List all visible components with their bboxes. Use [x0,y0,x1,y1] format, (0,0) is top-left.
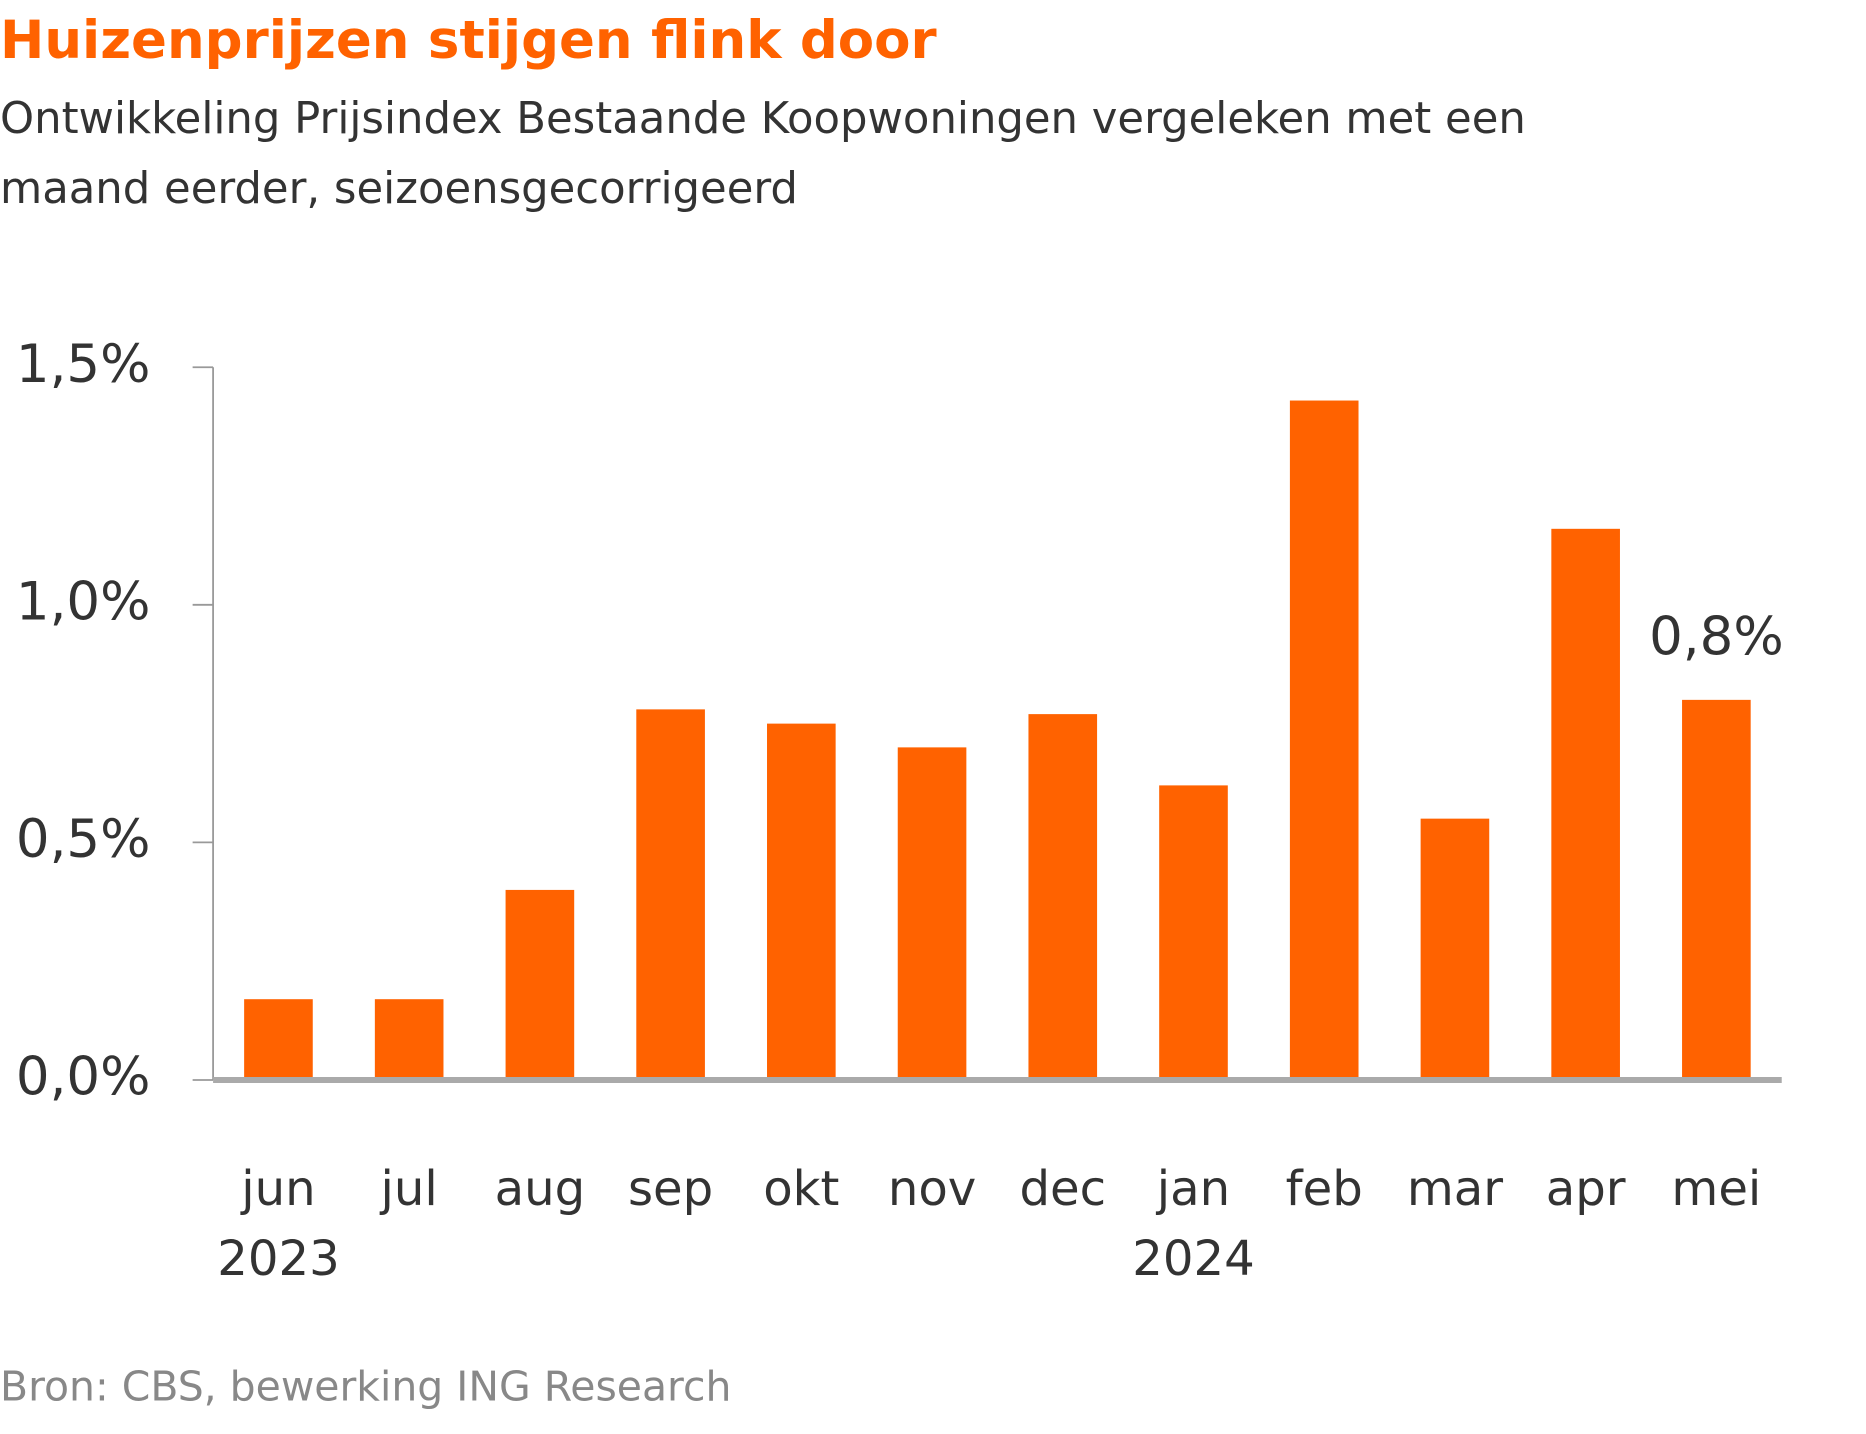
chart-subtitle: maand eerder, seizoensgecorrigeerd [0,164,798,214]
source-note: Bron: CBS, bewerking ING Research [0,1362,731,1410]
y-tick-label: 1,0% [16,571,151,632]
x-tick-label: mar [1407,1161,1503,1217]
x-tick-label: nov [888,1161,976,1217]
y-tick-label: 1,5% [16,334,151,395]
bar [767,723,836,1080]
bar [244,999,313,1080]
y-tick-label: 0,0% [16,1047,151,1108]
bar [1028,714,1098,1080]
bar [636,709,705,1080]
x-tick-label: jan [1156,1161,1230,1217]
x-tick-label: apr [1546,1161,1626,1217]
bar [1159,785,1228,1080]
bar [374,999,444,1080]
x-tick-label: aug [495,1161,586,1217]
x-tick-label: jul [380,1161,438,1217]
value-label: 0,8% [1649,606,1784,667]
bar [1289,400,1359,1080]
bar [1420,818,1490,1080]
y-tick-label: 0,5% [16,809,151,870]
bar [1682,699,1751,1080]
x-tick-label: mei [1671,1161,1761,1217]
x-tick-label: okt [763,1161,839,1217]
x-tick-year: 2023 [217,1231,340,1287]
x-tick-label: feb [1286,1161,1363,1217]
chart-subtitle: Ontwikkeling Prijsindex Bestaande Koopwo… [0,94,1526,144]
bar [897,747,967,1080]
x-tick-label: dec [1019,1161,1106,1217]
bar [1551,528,1620,1080]
bar [505,889,575,1080]
chart-title: Huizenprijzen stijgen flink door [0,10,937,71]
x-tick-label: sep [628,1161,713,1217]
x-tick-year: 2024 [1132,1231,1255,1287]
x-tick-label: jun [240,1161,315,1217]
